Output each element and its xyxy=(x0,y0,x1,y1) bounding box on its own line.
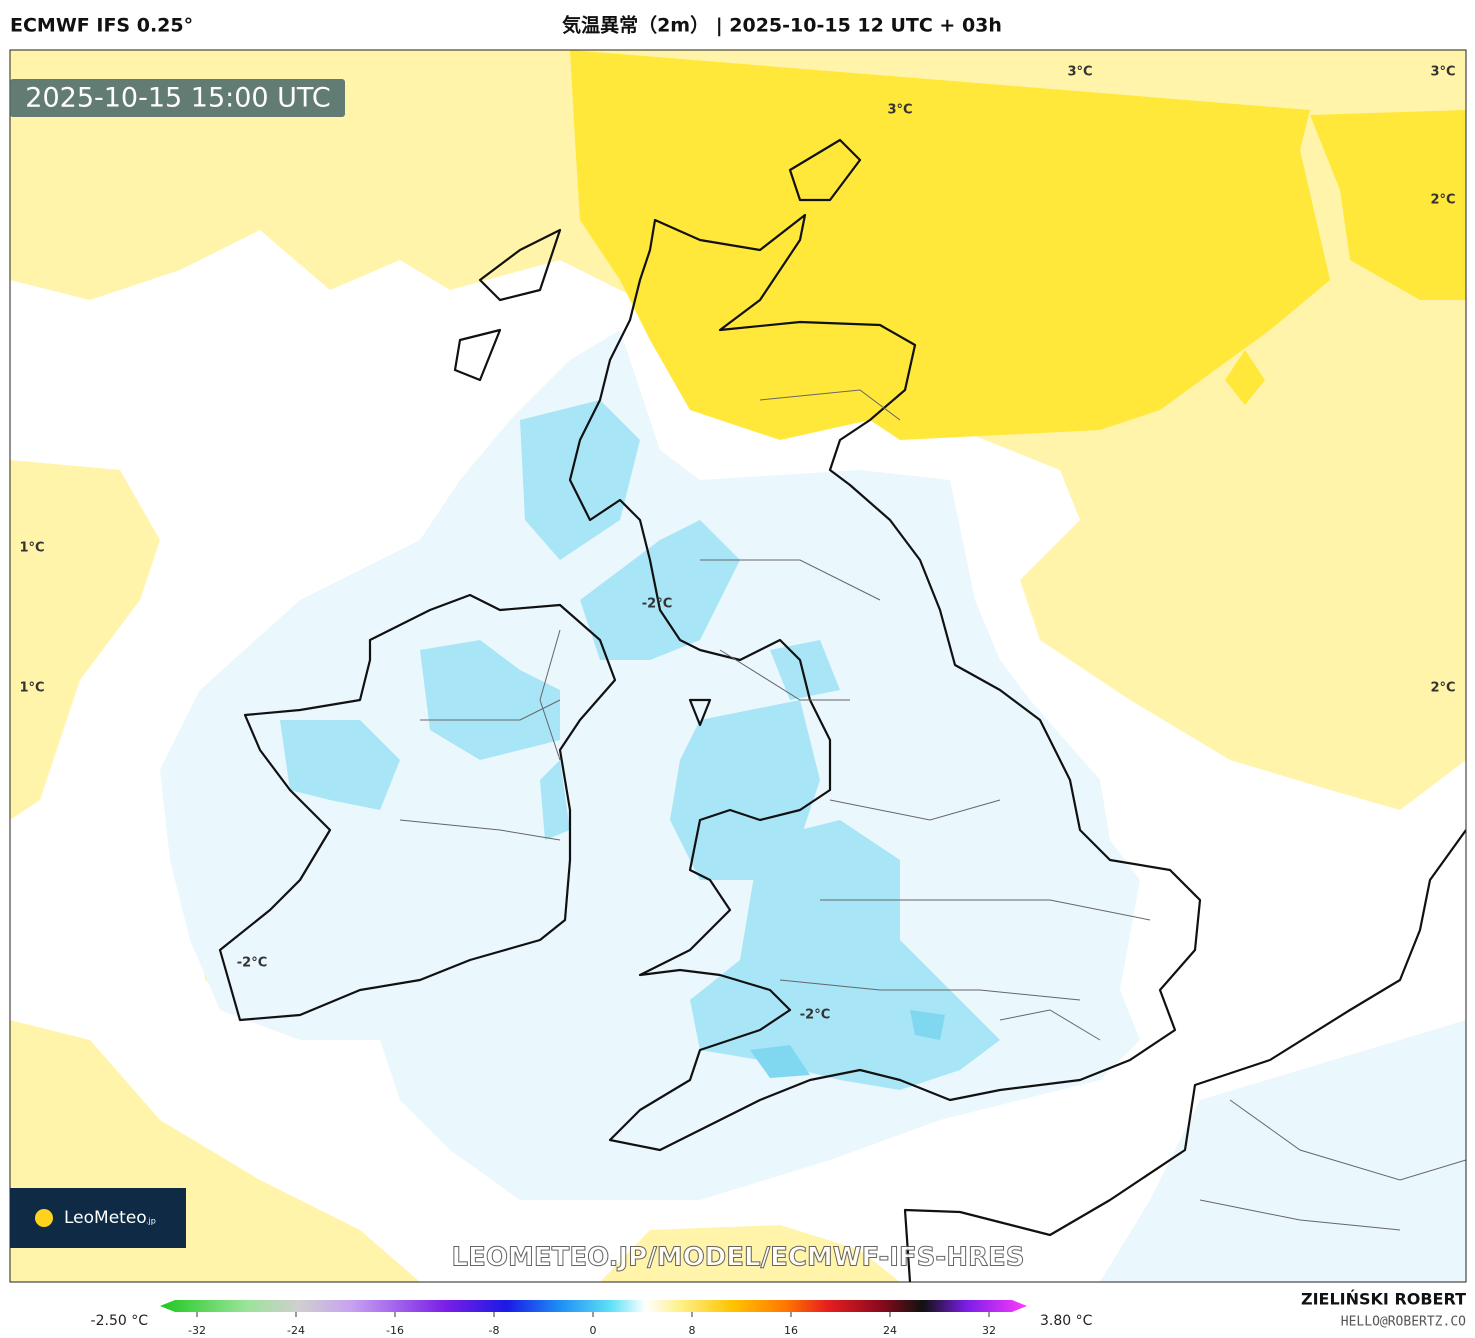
logo-name: LeoMeteo xyxy=(64,1208,147,1228)
yellow-island xyxy=(1225,350,1265,405)
islands-coast xyxy=(453,138,862,727)
logo-sun xyxy=(35,1209,53,1227)
colorbar-tick-label: 24 xyxy=(883,1324,897,1337)
colorbar-tick-label: -16 xyxy=(386,1324,404,1337)
map-frame xyxy=(9,49,1467,1283)
contour-label: 2°C xyxy=(1430,193,1455,208)
continent-coast xyxy=(903,829,1466,1282)
colorbar-min: -2.50 °C xyxy=(91,1313,149,1329)
contour-label: 1°C xyxy=(19,541,44,556)
colorbar-tick-label: -24 xyxy=(287,1324,305,1337)
yellow-zone xyxy=(315,50,1466,440)
model-name: ECMWF IFS 0.25° xyxy=(10,15,193,37)
colorbar-tick-label: 0 xyxy=(590,1324,597,1337)
contour-label: -2°C xyxy=(800,1008,830,1023)
valid-time: 2025-10-15 15:00 UTC xyxy=(25,83,330,114)
contour-label: 3°C xyxy=(1067,65,1092,80)
time-badge xyxy=(10,79,345,117)
dark-blue-patch xyxy=(750,1010,945,1078)
contour-label: 3°C xyxy=(1430,65,1455,80)
author: ZIELIŃSKI ROBERT xyxy=(1301,1290,1466,1309)
colorbar xyxy=(160,1300,1027,1312)
colorbar-tick-label: -8 xyxy=(489,1324,500,1337)
contour-label: 1°C xyxy=(19,681,44,696)
light-yellow-south xyxy=(10,1020,900,1282)
contour-label: 3°C xyxy=(887,103,912,118)
ireland-coast xyxy=(218,593,617,1022)
colorbar-ticks: -32 -24 -16 -8 0 8 16 24 32 xyxy=(188,1312,996,1337)
colorbar-tick-label: 32 xyxy=(982,1324,996,1337)
great-britain-coast xyxy=(568,213,1202,1152)
map-area xyxy=(10,50,1466,1282)
email: HELLO@ROBERTZ.CO xyxy=(1341,1315,1466,1330)
colorbar-tick-label: 16 xyxy=(784,1324,798,1337)
colorbar-tick-label: 8 xyxy=(689,1324,696,1337)
watermark: LEOMETEO.JP/MODEL/ECMWF-IFS-HRES xyxy=(452,1243,1025,1273)
colorbar-max: 3.80 °C xyxy=(1040,1313,1093,1329)
contour-labels: 3°C 3°C 3°C 2°C 1°C 1°C 2°C -2°C -2°C -2°C xyxy=(19,65,1455,1023)
logo-suffix: .jp xyxy=(146,1217,156,1226)
contour-label: -2°C xyxy=(237,956,267,971)
map-title: 気温異常（2m） | 2025-10-15 12 UTC + 03h xyxy=(562,14,1002,37)
light-yellow-west xyxy=(10,460,160,820)
light-blue-continent xyxy=(1100,1020,1466,1282)
colorbar-tick-label: -32 xyxy=(188,1324,206,1337)
contour-label: -2°C xyxy=(642,597,672,612)
admin-borders xyxy=(399,389,1466,1231)
contour-label: 2°C xyxy=(1430,681,1455,696)
blue-patches xyxy=(280,400,1000,1090)
